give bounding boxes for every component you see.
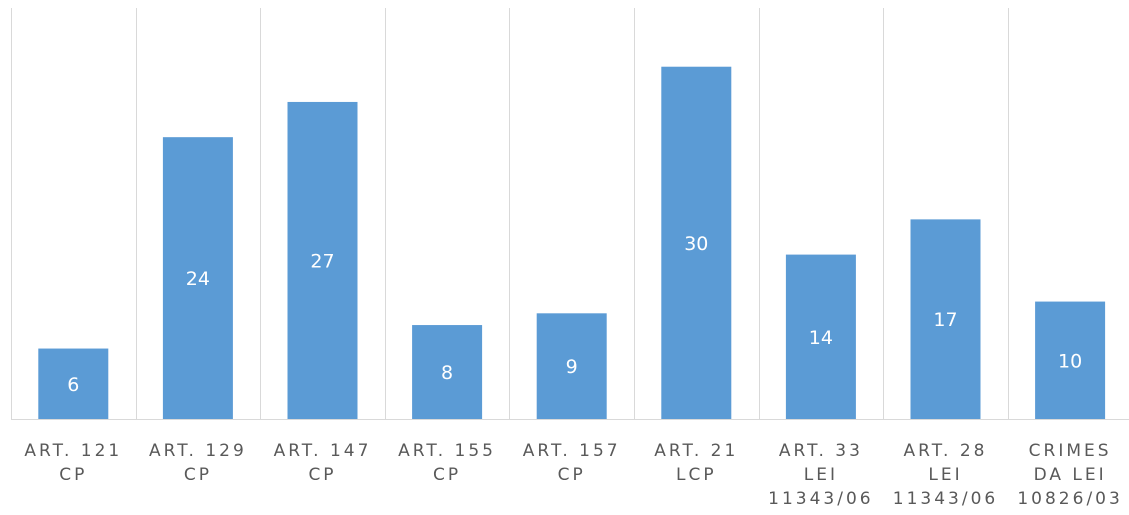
tick-label-line: CP [433,465,461,485]
tick-label: ART. 28 LEI 11343/06 [893,441,998,509]
tick-label-line: CP [558,465,586,485]
tick-label-line: LEI [804,465,838,485]
tick-label-line: LEI [928,465,962,485]
data-label: 27 [310,250,334,272]
bar [162,137,233,419]
bar [412,325,483,419]
tick-label-line: ART. 121 [24,441,122,461]
tick-label-line: 11343/06 [768,489,873,509]
bar [287,101,358,419]
tick-label-line: CP [308,465,336,485]
tick-label: ART. 21 LCP [654,441,738,485]
tick-label: ART. 157 CP [523,441,621,485]
data-label: 8 [441,362,453,384]
data-label: 30 [684,233,708,255]
gridlines [11,8,1009,419]
data-label: 14 [809,327,833,349]
tick-label: ART. 155 CP [398,441,496,485]
tick-label: ART. 33 LEI 11343/06 [768,441,873,509]
tick-label-line: LCP [676,465,717,485]
tick-label-line: ART. 33 [779,441,863,461]
tick-label-line: CP [59,465,87,485]
tick-label-line: 11343/06 [893,489,998,509]
bar [38,348,109,419]
data-label: 9 [566,356,578,378]
tick-label-line: 10826/03 [1017,489,1122,509]
bar [910,219,981,419]
tick-label-line: ART. 157 [523,441,621,461]
data-label: 24 [186,268,210,290]
tick-label: ART. 129 CP [149,441,247,485]
x-axis: ART. 121 CP ART. 129 CP ART. 147 CP ART. 155 CP… [11,419,1129,509]
tick-label-line: ART. 28 [903,441,987,461]
data-labels: 6 24 27 8 9 30 14 17 10 [67,233,1082,396]
bars [38,66,1106,419]
bar [785,254,856,419]
tick-label-line: ART. 129 [149,441,247,461]
tick-label-line: DA LEI [1034,465,1107,485]
data-label: 17 [933,309,957,331]
tick-label-line: ART. 21 [654,441,738,461]
bar [661,66,732,419]
tick-label-line: CP [184,465,212,485]
bar [1035,301,1106,419]
data-label: 6 [67,374,79,396]
bar [536,313,607,419]
tick-label-line: ART. 147 [274,441,372,461]
tick-label-line: ART. 155 [398,441,496,461]
tick-label: ART. 121 CP [24,441,122,485]
data-label: 10 [1058,350,1082,372]
tick-label: CRIMES DA LEI 10826/03 [1017,441,1122,509]
tick-label: ART. 147 CP [274,441,372,485]
tick-label-line: CRIMES [1029,441,1112,461]
